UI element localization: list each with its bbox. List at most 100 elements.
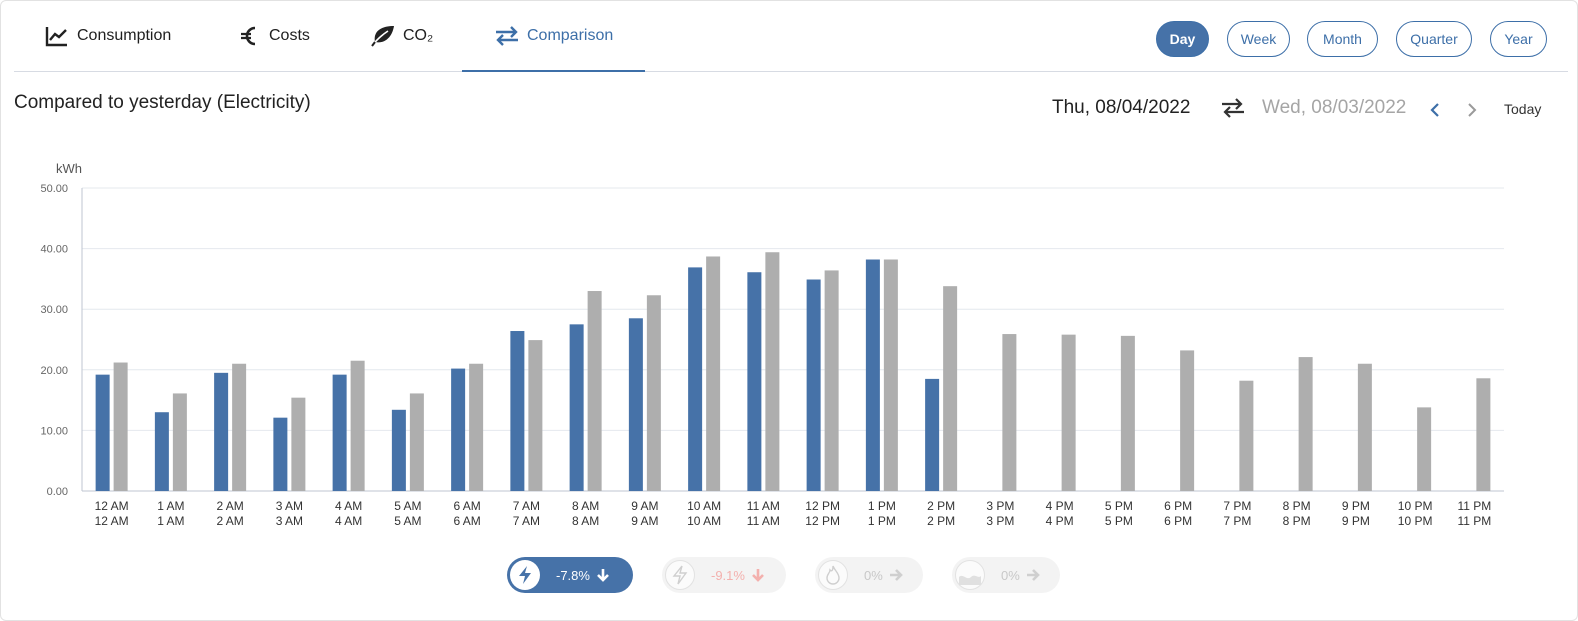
bar-compare[interactable]: [469, 363, 484, 491]
today-button[interactable]: Today: [1504, 101, 1542, 117]
arrow-right-icon: [889, 568, 903, 582]
bolt-icon: [665, 560, 695, 590]
x-tick-label-compare: 1 PM: [868, 514, 896, 528]
x-tick-label: 4 AM: [335, 499, 362, 513]
period-quarter-button[interactable]: Quarter: [1396, 21, 1472, 57]
swap-arrows-icon: [494, 23, 520, 49]
arrow-right-icon: [1026, 568, 1040, 582]
bolt-icon: [510, 560, 540, 590]
line-chart-icon: [44, 23, 70, 49]
summary-water[interactable]: 0%: [952, 557, 1060, 593]
summary-value: 0%: [1001, 567, 1020, 583]
bar-current[interactable]: [510, 331, 525, 491]
summary-gas[interactable]: 0%: [815, 557, 923, 593]
bar-compare[interactable]: [232, 363, 247, 491]
period-week-button[interactable]: Week: [1227, 21, 1290, 57]
bar-compare[interactable]: [1476, 378, 1491, 491]
x-tick-label-compare: 8 PM: [1283, 514, 1311, 528]
bar-current[interactable]: [865, 259, 880, 491]
bar-compare[interactable]: [1120, 335, 1135, 491]
bar-compare[interactable]: [883, 259, 898, 491]
chart-grid: [81, 187, 1504, 492]
bar-compare[interactable]: [409, 393, 424, 491]
tab-label: Comparison: [527, 26, 614, 44]
bar-compare[interactable]: [528, 340, 543, 491]
x-tick-label: 2 AM: [216, 499, 243, 513]
bar-current[interactable]: [628, 318, 643, 491]
tab-label: CO₂: [403, 26, 434, 44]
bar-current[interactable]: [747, 272, 762, 491]
bar-compare[interactable]: [765, 252, 780, 491]
tab-bar: Consumption Costs CO₂ Comparison: [14, 0, 1568, 72]
bar-compare[interactable]: [824, 270, 839, 491]
y-tick-label: 50.00: [40, 183, 68, 195]
summary-electricity-compare[interactable]: -9.1%: [662, 557, 786, 593]
tab-costs[interactable]: Costs: [236, 0, 310, 71]
x-tick-label: 8 AM: [572, 499, 599, 513]
bar-current[interactable]: [806, 279, 821, 491]
x-tick-label-compare: 1 AM: [157, 514, 184, 528]
bar-current[interactable]: [154, 412, 169, 491]
tab-comparison[interactable]: Comparison: [461, 0, 646, 72]
bar-current[interactable]: [569, 324, 584, 491]
bar-compare[interactable]: [172, 393, 187, 491]
bar-compare[interactable]: [1417, 407, 1432, 491]
bar-current[interactable]: [688, 267, 703, 491]
bar-compare[interactable]: [113, 362, 128, 491]
period-year-button[interactable]: Year: [1490, 21, 1547, 57]
summary-value: -9.1%: [711, 567, 745, 583]
bar-current[interactable]: [391, 409, 406, 491]
chart-subtitle: Compared to yesterday (Electricity): [14, 92, 311, 113]
x-tick-label: 9 PM: [1342, 499, 1370, 513]
bar-current[interactable]: [214, 372, 229, 491]
tab-label: Costs: [269, 26, 310, 44]
x-tick-label: 6 AM: [453, 499, 480, 513]
summary-electricity-current[interactable]: -7.8%: [507, 557, 633, 593]
bar-current[interactable]: [451, 368, 466, 491]
x-tick-label: 9 AM: [631, 499, 658, 513]
x-tick-label-compare: 11 PM: [1457, 514, 1491, 528]
bar-compare[interactable]: [706, 256, 721, 491]
bar-compare[interactable]: [646, 295, 661, 491]
bar-compare[interactable]: [350, 360, 365, 491]
bar-current[interactable]: [925, 378, 940, 491]
x-tick-label: 4 PM: [1046, 499, 1074, 513]
tab-consumption[interactable]: Consumption: [44, 0, 171, 71]
chart-bars: [95, 252, 1491, 491]
chevron-left-icon[interactable]: [1426, 100, 1444, 120]
current-date: Thu, 08/04/2022: [1052, 97, 1191, 118]
y-tick-label: 30.00: [40, 304, 68, 316]
bar-current[interactable]: [332, 374, 347, 491]
x-tick-label: 10 AM: [687, 499, 721, 513]
summary-value: 0%: [864, 567, 883, 583]
x-tick-label: 12 PM: [805, 499, 840, 513]
bar-compare[interactable]: [1357, 363, 1372, 491]
bar-current[interactable]: [273, 417, 288, 491]
x-tick-label: 11 PM: [1457, 499, 1491, 513]
period-month-button[interactable]: Month: [1307, 21, 1378, 57]
bar-compare[interactable]: [1061, 334, 1076, 491]
bar-compare[interactable]: [587, 291, 602, 491]
x-tick-label: 12 AM: [95, 499, 129, 513]
period-day-button[interactable]: Day: [1156, 21, 1209, 57]
swap-dates-icon[interactable]: [1220, 96, 1246, 120]
tab-label: Consumption: [77, 26, 172, 44]
bar-compare[interactable]: [1298, 357, 1313, 491]
bar-compare[interactable]: [1180, 350, 1195, 491]
chevron-right-icon[interactable]: [1463, 100, 1481, 120]
x-tick-label: 10 PM: [1398, 499, 1433, 513]
y-axis-unit: kWh: [56, 161, 82, 176]
bar-compare[interactable]: [1002, 334, 1017, 491]
tab-co2[interactable]: CO₂: [370, 0, 433, 71]
x-tick-label-compare: 5 PM: [1105, 514, 1133, 528]
bar-compare[interactable]: [291, 397, 306, 491]
x-tick-label-compare: 9 AM: [631, 514, 658, 528]
x-tick-label-compare: 11 AM: [747, 514, 780, 528]
x-tick-label: 5 PM: [1105, 499, 1133, 513]
bar-compare[interactable]: [943, 286, 958, 491]
x-tick-label-compare: 6 PM: [1164, 514, 1192, 528]
compare-date[interactable]: Wed, 08/03/2022: [1262, 97, 1407, 118]
bar-current[interactable]: [95, 374, 110, 491]
bar-compare[interactable]: [1239, 380, 1254, 491]
